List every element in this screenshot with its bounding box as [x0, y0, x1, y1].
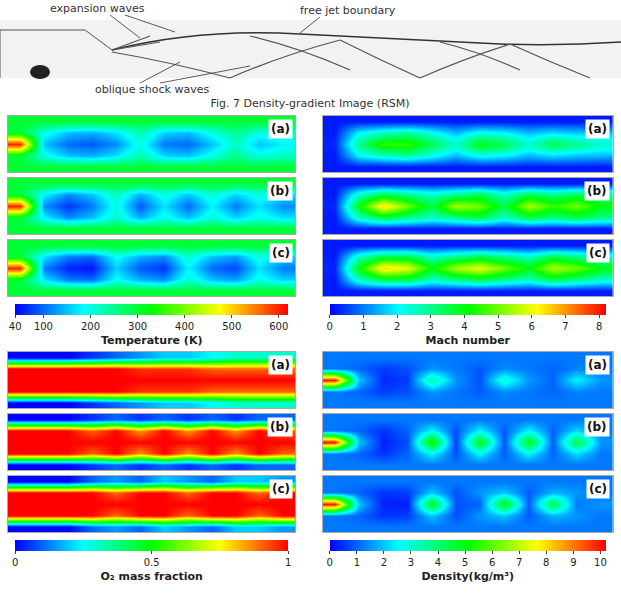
svg-text:(b): (b) — [587, 420, 607, 434]
svg-text:5: 5 — [462, 557, 468, 568]
svg-text:500: 500 — [222, 321, 241, 332]
svg-text:10: 10 — [594, 557, 607, 568]
svg-text:Density(kg/m³): Density(kg/m³) — [421, 570, 514, 583]
svg-text:(a): (a) — [271, 122, 290, 136]
svg-text:40: 40 — [9, 321, 22, 332]
svg-text:1: 1 — [354, 557, 360, 568]
svg-text:(a): (a) — [271, 358, 290, 372]
svg-text:(a): (a) — [588, 122, 607, 136]
svg-text:4: 4 — [435, 557, 441, 568]
svg-text:1: 1 — [360, 321, 366, 332]
svg-text:(b): (b) — [587, 184, 607, 198]
svg-text:(c): (c) — [589, 482, 607, 496]
svg-text:600: 600 — [269, 321, 288, 332]
svg-text:O₂ mass fraction: O₂ mass fraction — [100, 570, 202, 583]
svg-text:(b): (b) — [270, 420, 290, 434]
svg-text:oblique shock waves: oblique shock waves — [95, 83, 209, 96]
svg-text:7: 7 — [516, 557, 522, 568]
svg-text:expansion waves: expansion waves — [50, 2, 145, 15]
svg-text:0: 0 — [327, 557, 333, 568]
svg-text:0: 0 — [327, 321, 333, 332]
svg-text:8: 8 — [543, 557, 549, 568]
svg-text:(c): (c) — [589, 246, 607, 260]
svg-text:1: 1 — [285, 557, 291, 568]
svg-text:300: 300 — [128, 321, 147, 332]
svg-text:5: 5 — [495, 321, 501, 332]
svg-text:Temperature (K): Temperature (K) — [101, 334, 203, 347]
svg-text:6: 6 — [529, 321, 535, 332]
svg-text:(c): (c) — [272, 246, 290, 260]
svg-text:Mach number: Mach number — [426, 334, 511, 347]
svg-text:6: 6 — [489, 557, 495, 568]
svg-text:100: 100 — [34, 321, 53, 332]
svg-text:free jet boundary: free jet boundary — [300, 4, 396, 17]
svg-text:3: 3 — [408, 557, 414, 568]
svg-text:0.5: 0.5 — [144, 557, 160, 568]
svg-text:(c): (c) — [272, 482, 290, 496]
svg-text:2: 2 — [381, 557, 387, 568]
svg-text:7: 7 — [562, 321, 568, 332]
svg-text:9: 9 — [570, 557, 576, 568]
svg-text:200: 200 — [81, 321, 100, 332]
svg-text:Fig. 7 Density-gradient Image: Fig. 7 Density-gradient Image (RSM) — [210, 97, 409, 110]
svg-text:400: 400 — [175, 321, 194, 332]
svg-text:(b): (b) — [270, 184, 290, 198]
svg-text:(a): (a) — [588, 358, 607, 372]
svg-text:8: 8 — [596, 321, 602, 332]
svg-text:3: 3 — [428, 321, 434, 332]
svg-text:0: 0 — [12, 557, 18, 568]
svg-text:4: 4 — [461, 321, 467, 332]
svg-text:2: 2 — [394, 321, 400, 332]
